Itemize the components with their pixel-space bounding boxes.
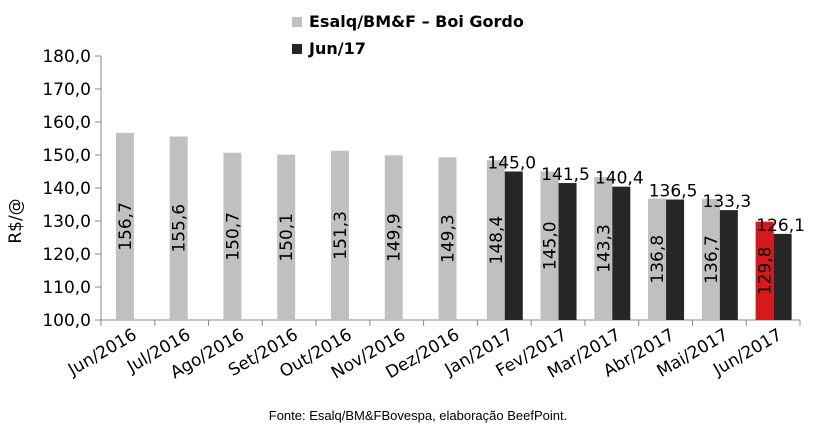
y-tick-label: 120,0	[42, 245, 91, 265]
bar-boi-gordo	[330, 150, 349, 320]
bar-jun17	[666, 199, 685, 320]
data-label-boi-gordo: 151,3	[331, 211, 351, 260]
source-note: Fonte: Esalq/BM&FBovespa, elaboração Bee…	[269, 408, 567, 423]
data-label-boi-gordo: 149,3	[439, 214, 459, 263]
y-tick-label: 160,0	[42, 113, 91, 133]
bar-boi-gordo	[115, 132, 134, 320]
y-tick-label: 100,0	[42, 311, 91, 331]
data-label-jun17: 141,5	[541, 165, 590, 185]
bar-boi-gordo	[438, 157, 457, 320]
chart-legend: Esalq/BM&F – Boi Gordo Jun/17	[292, 12, 524, 58]
y-tick-label: 130,0	[42, 212, 91, 232]
legend-label-0: Esalq/BM&F – Boi Gordo	[309, 12, 524, 31]
data-label-boi-gordo: 149,9	[385, 213, 405, 262]
y-tick-label: 180,0	[42, 47, 91, 67]
bar-boi-gordo	[540, 171, 559, 320]
bar-boi-gordo	[755, 221, 774, 320]
data-label-boi-gordo: 156,7	[116, 202, 136, 251]
bar-jun17	[558, 183, 577, 320]
data-label-boi-gordo: 143,3	[594, 224, 614, 273]
data-label-boi-gordo: 136,7	[702, 235, 722, 284]
legend-label-1: Jun/17	[308, 39, 366, 58]
data-label-jun17: 140,4	[595, 169, 644, 189]
data-label-jun17: 136,5	[649, 182, 698, 202]
bar-boi-gordo	[594, 177, 613, 320]
y-tick-label: 170,0	[42, 80, 91, 100]
bar-boi-gordo	[223, 152, 242, 320]
bar-jun17	[504, 171, 523, 320]
bar-boi-gordo	[277, 154, 296, 320]
data-label-jun17: 126,1	[756, 216, 805, 236]
legend-swatch-0	[292, 17, 302, 27]
data-label-boi-gordo: 136,8	[648, 235, 668, 284]
bar-jun17	[773, 233, 792, 320]
data-label-boi-gordo: 129,8	[756, 246, 776, 295]
y-axis-label: R$/@	[6, 198, 26, 243]
data-label-jun17: 133,3	[703, 192, 752, 212]
data-label-boi-gordo: 155,6	[170, 204, 190, 253]
x-tick-label: Jun/2016	[64, 325, 140, 381]
bar-boi-gordo	[384, 155, 403, 320]
data-label-boi-gordo: 150,1	[277, 213, 297, 262]
data-label-boi-gordo: 150,7	[223, 212, 243, 261]
bar-boi-gordo	[169, 136, 188, 320]
data-label-boi-gordo: 148,4	[487, 216, 507, 265]
bar-jun17	[719, 210, 738, 320]
data-label-boi-gordo: 145,0	[541, 221, 561, 270]
legend-swatch-1	[292, 44, 302, 54]
bar-boi-gordo	[701, 198, 720, 320]
bar-boi-gordo	[486, 160, 505, 320]
y-tick-label: 110,0	[42, 278, 91, 298]
y-tick-label: 140,0	[42, 179, 91, 199]
y-tick-label: 150,0	[42, 146, 91, 166]
plot-area: 100,0 110,0 120,0 130,0 140,0 150,0 160,0 170,0…	[42, 47, 805, 383]
data-label-jun17: 145,0	[487, 154, 536, 174]
bar-boi-gordo	[648, 198, 667, 320]
bar-jun17	[612, 186, 631, 320]
